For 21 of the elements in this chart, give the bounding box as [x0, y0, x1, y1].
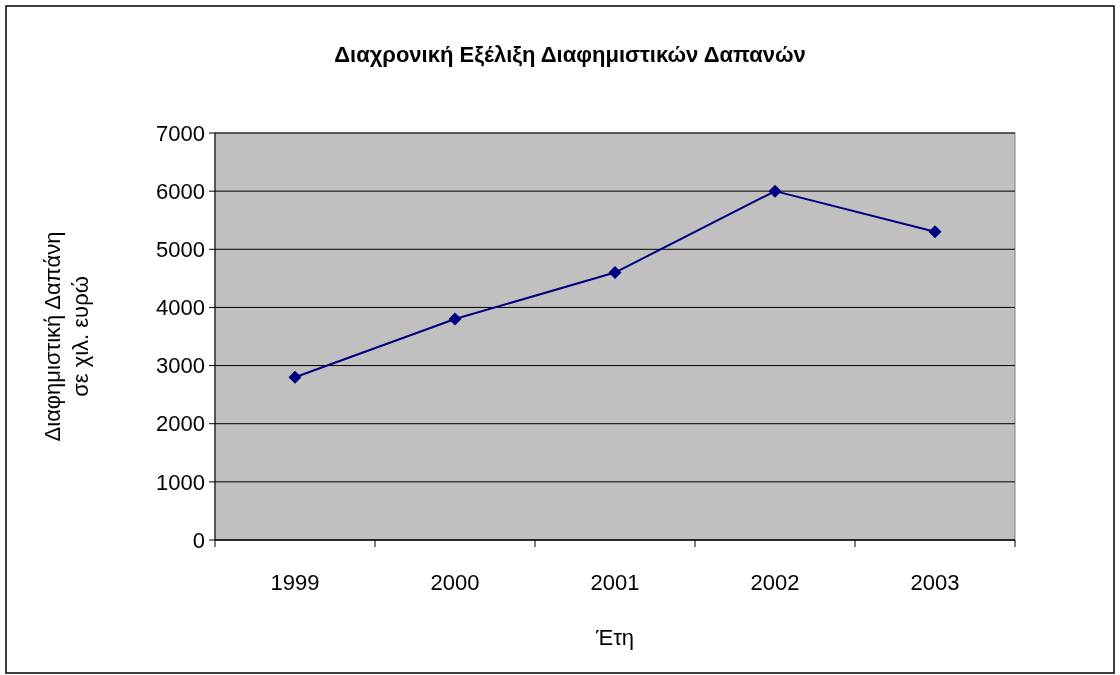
x-tick-label: 1999 — [270, 570, 320, 595]
point — [448, 312, 462, 326]
y-tick-label: 6000 — [156, 178, 205, 204]
chart-title: Διαχρονική Εξέλιξη Διαφημιστικών Δαπανών — [334, 42, 806, 67]
y-tick-label: 5000 — [156, 236, 205, 262]
y-tick-label: 3000 — [156, 353, 205, 379]
y-tick-label: 7000 — [156, 120, 205, 146]
point — [608, 266, 622, 280]
x-tick-label: 2001 — [590, 570, 640, 595]
y-axis-title: Διαφημιστική Δαπάνη σε χιλ. ευρώ — [40, 231, 93, 442]
point — [928, 225, 942, 239]
y-tick-label: 1000 — [156, 469, 205, 495]
x-tick-label: 2002 — [750, 570, 800, 595]
y-tick-label: 0 — [192, 527, 205, 553]
point — [768, 184, 782, 198]
y-tick-label: 4000 — [156, 295, 205, 321]
y-tick-label: 2000 — [156, 411, 205, 437]
x-tick-label: 2000 — [430, 570, 480, 595]
x-tick-label: 2003 — [910, 570, 960, 595]
point — [288, 370, 302, 384]
x-axis-title: Έτη — [594, 625, 635, 650]
